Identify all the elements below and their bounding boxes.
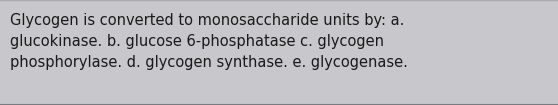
- Text: Glycogen is converted to monosaccharide units by: a.
glucokinase. b. glucose 6-p: Glycogen is converted to monosaccharide …: [10, 13, 408, 70]
